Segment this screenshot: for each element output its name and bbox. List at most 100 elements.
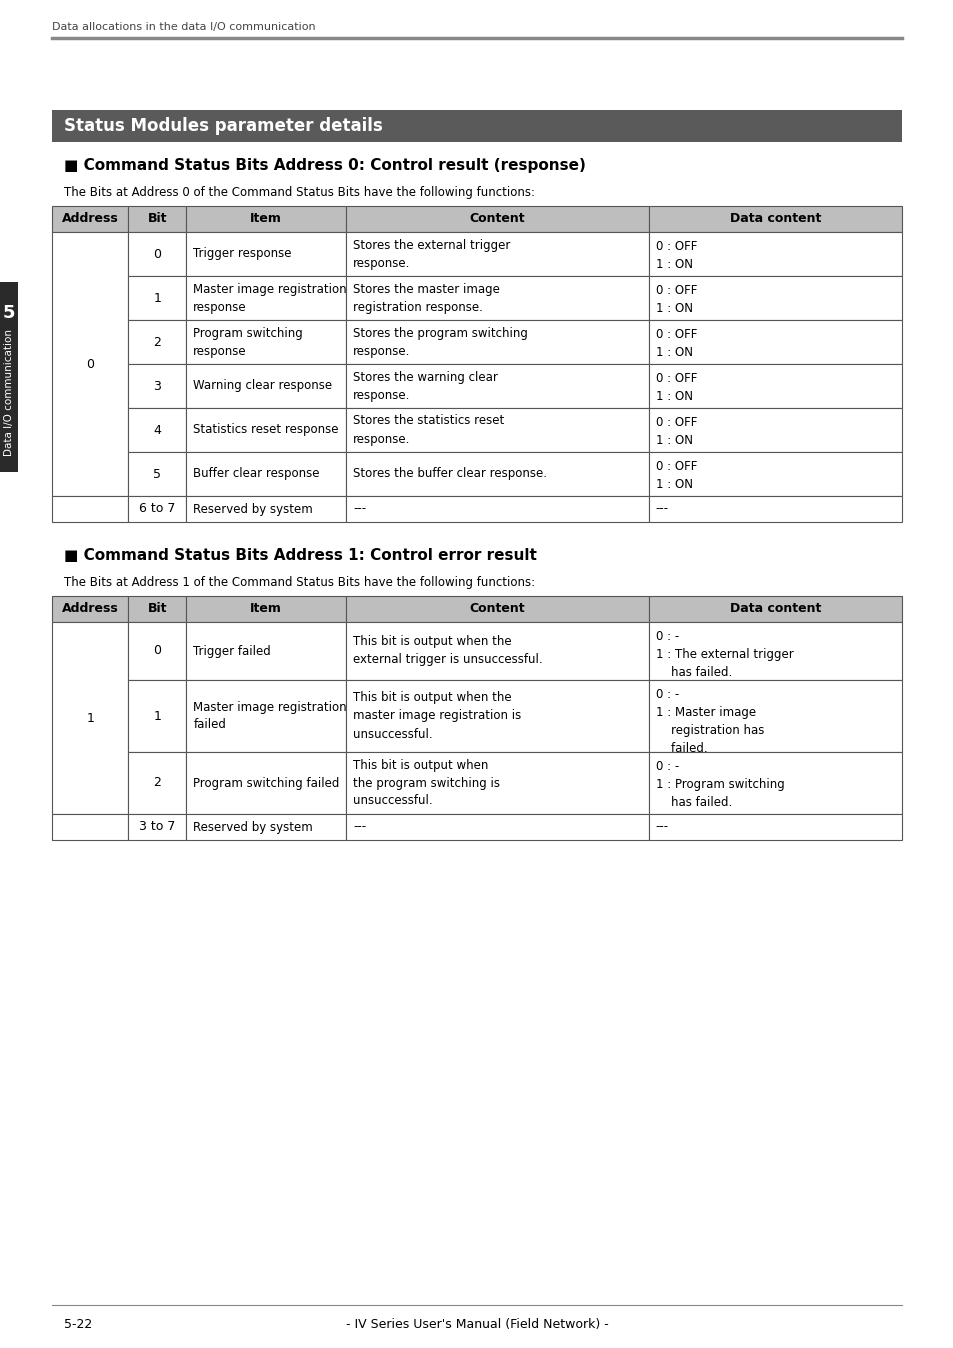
Text: Content: Content xyxy=(469,213,525,225)
Bar xyxy=(0,282,18,472)
Text: 4: 4 xyxy=(153,423,161,437)
Bar xyxy=(186,364,346,408)
Text: Stores the buffer clear response.: Stores the buffer clear response. xyxy=(353,468,546,480)
Text: Content: Content xyxy=(469,603,525,616)
Text: Warning clear response: Warning clear response xyxy=(193,380,332,392)
Bar xyxy=(346,364,648,408)
Text: ■ Command Status Bits Address 0: Control result (response): ■ Command Status Bits Address 0: Control… xyxy=(64,158,585,173)
Bar xyxy=(648,452,901,496)
Text: 5: 5 xyxy=(153,468,161,480)
Bar xyxy=(648,232,901,276)
Bar xyxy=(346,206,648,232)
Text: 6 to 7: 6 to 7 xyxy=(139,503,175,515)
Text: 0 : -
1 : Master image
    registration has
    failed.: 0 : - 1 : Master image registration has … xyxy=(655,687,763,755)
Bar xyxy=(648,206,901,232)
Text: The Bits at Address 0 of the Command Status Bits have the following functions:: The Bits at Address 0 of the Command Sta… xyxy=(64,186,535,200)
Bar xyxy=(346,232,648,276)
Text: Statistics reset response: Statistics reset response xyxy=(193,423,338,437)
Bar xyxy=(186,679,346,752)
Text: 1: 1 xyxy=(153,709,161,723)
Bar xyxy=(648,621,901,679)
Bar xyxy=(186,276,346,319)
Text: Trigger failed: Trigger failed xyxy=(193,644,271,658)
Text: Program switching
response: Program switching response xyxy=(193,326,303,357)
Bar xyxy=(52,596,129,621)
Text: Item: Item xyxy=(250,603,282,616)
Bar xyxy=(186,452,346,496)
Text: Reserved by system: Reserved by system xyxy=(193,821,313,833)
Bar xyxy=(129,752,186,814)
Text: Buffer clear response: Buffer clear response xyxy=(193,468,319,480)
Text: The Bits at Address 1 of the Command Status Bits have the following functions:: The Bits at Address 1 of the Command Sta… xyxy=(64,576,535,589)
Text: Reserved by system: Reserved by system xyxy=(193,503,313,515)
Bar xyxy=(129,232,186,276)
Bar xyxy=(346,408,648,452)
Bar xyxy=(346,319,648,364)
Text: 0 : -
1 : Program switching
    has failed.: 0 : - 1 : Program switching has failed. xyxy=(655,760,783,809)
Text: Stores the statistics reset
response.: Stores the statistics reset response. xyxy=(353,414,504,445)
Text: 1: 1 xyxy=(153,291,161,305)
Text: Address: Address xyxy=(62,603,118,616)
Text: 0 : OFF
1 : ON: 0 : OFF 1 : ON xyxy=(655,417,697,448)
Text: 5: 5 xyxy=(3,305,15,322)
Bar xyxy=(186,206,346,232)
Text: 0 : -
1 : The external trigger
    has failed.: 0 : - 1 : The external trigger has faile… xyxy=(655,630,793,679)
Text: Trigger response: Trigger response xyxy=(193,248,292,260)
Text: 3: 3 xyxy=(153,380,161,392)
Text: Data content: Data content xyxy=(729,603,821,616)
Text: 0: 0 xyxy=(86,357,94,371)
Text: Data allocations in the data I/O communication: Data allocations in the data I/O communi… xyxy=(52,22,315,32)
Bar xyxy=(129,496,186,522)
Text: 2: 2 xyxy=(153,336,161,349)
Bar xyxy=(346,496,648,522)
Text: Data I/O communication: Data I/O communication xyxy=(4,329,14,456)
Text: Stores the program switching
response.: Stores the program switching response. xyxy=(353,326,527,357)
Bar xyxy=(52,814,129,840)
Text: 1: 1 xyxy=(86,712,94,724)
Bar xyxy=(648,596,901,621)
Bar xyxy=(346,679,648,752)
Bar xyxy=(346,596,648,621)
Bar xyxy=(648,319,901,364)
Bar xyxy=(648,814,901,840)
Text: This bit is output when the
master image registration is
unsuccessful.: This bit is output when the master image… xyxy=(353,692,520,740)
Text: Bit: Bit xyxy=(148,213,167,225)
Bar xyxy=(346,276,648,319)
Text: 0 : OFF
1 : ON: 0 : OFF 1 : ON xyxy=(655,460,697,491)
Bar xyxy=(186,621,346,679)
Text: Data content: Data content xyxy=(729,213,821,225)
Bar xyxy=(129,596,186,621)
Text: Master image registration
response: Master image registration response xyxy=(193,283,347,314)
Text: 5-22: 5-22 xyxy=(64,1318,92,1330)
Bar xyxy=(129,319,186,364)
Text: Address: Address xyxy=(62,213,118,225)
Bar xyxy=(52,496,129,522)
Bar xyxy=(52,206,129,232)
Bar xyxy=(186,596,346,621)
Bar xyxy=(648,408,901,452)
Text: 0: 0 xyxy=(153,248,161,260)
Bar xyxy=(129,206,186,232)
Bar xyxy=(129,679,186,752)
Text: 0: 0 xyxy=(153,644,161,658)
Bar xyxy=(129,364,186,408)
Bar xyxy=(346,814,648,840)
Bar xyxy=(346,621,648,679)
Bar xyxy=(648,276,901,319)
Bar xyxy=(52,111,901,142)
Text: Item: Item xyxy=(250,213,282,225)
Text: ---: --- xyxy=(353,821,366,833)
Bar xyxy=(186,752,346,814)
Bar xyxy=(186,232,346,276)
Bar xyxy=(186,496,346,522)
Bar xyxy=(186,319,346,364)
Bar xyxy=(648,496,901,522)
Bar xyxy=(129,814,186,840)
Text: Stores the master image
registration response.: Stores the master image registration res… xyxy=(353,283,499,314)
Text: - IV Series User's Manual (Field Network) -: - IV Series User's Manual (Field Network… xyxy=(345,1318,608,1330)
Bar xyxy=(129,621,186,679)
Bar xyxy=(186,814,346,840)
Bar xyxy=(346,452,648,496)
Text: 2: 2 xyxy=(153,776,161,790)
Bar xyxy=(129,276,186,319)
